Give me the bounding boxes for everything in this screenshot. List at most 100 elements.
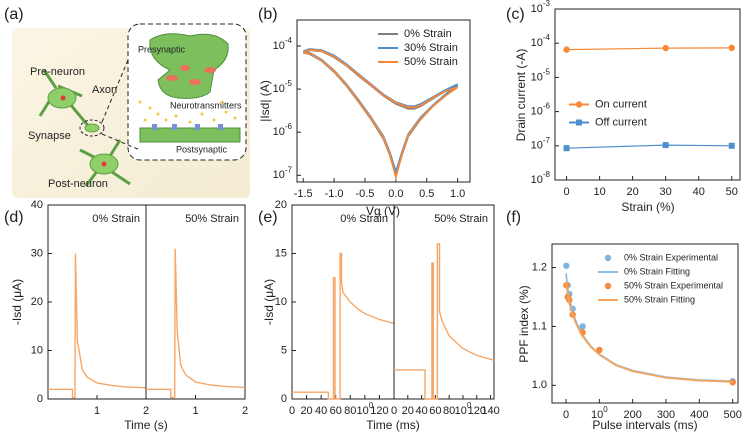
x-tick-label: 20 (402, 405, 414, 417)
legend-label: 30% Strain (404, 42, 458, 54)
panel-label: (c) (506, 6, 525, 23)
marker (662, 142, 669, 149)
plot-frame (551, 243, 739, 404)
x-axis-label: Strain (%) (621, 200, 674, 214)
x-tick-label: 60 (429, 405, 441, 417)
y-tick-label: 10-7 (273, 165, 293, 181)
x-tick-label: 140 (481, 405, 499, 417)
x-tick-label: 1 (192, 405, 198, 417)
x-tick-label: 50 (726, 186, 738, 198)
diagram-label: Post-neuron (48, 178, 108, 190)
y-tick-label: 40 (31, 199, 43, 211)
y-tick-label: 20 (275, 199, 287, 211)
y-axis-label: -Isd (μA) (10, 279, 24, 325)
x-axis-label: Time (ms) (366, 418, 420, 432)
panel-label: (d) (4, 209, 24, 226)
data-line (302, 49, 459, 179)
legend-marker (604, 282, 612, 290)
x-tick-label: 20 (300, 405, 312, 417)
x-tick-label: 1.0 (450, 188, 465, 200)
x-tick-label: 0.0 (388, 188, 403, 200)
data-line (566, 144, 732, 149)
legend-label: 0% Strain Fitting (624, 266, 690, 276)
annotation: 50% Strain (434, 213, 488, 225)
x-tick-label: 0 (289, 405, 295, 417)
y-tick-label: 30 (31, 247, 43, 259)
neurotransmitters (138, 100, 237, 124)
x-tick-label: 0 (391, 405, 397, 417)
x-tick-label: 0.5 (419, 188, 434, 200)
nucleus (60, 95, 66, 101)
annotation: 0% Strain (340, 213, 388, 225)
y-tick-label: 20 (31, 296, 43, 308)
marker (728, 44, 735, 52)
postsynaptic-membrane (139, 127, 241, 143)
marker (563, 262, 570, 269)
plot-frame (291, 204, 395, 400)
marker (728, 142, 735, 149)
synapse-highlight (79, 119, 105, 137)
nucleus (101, 161, 107, 167)
legend-marker (576, 119, 582, 126)
marker (662, 44, 669, 52)
data-line (394, 243, 495, 400)
data-line (565, 282, 733, 383)
legend-label: 0% Strain Experimental (624, 252, 718, 262)
marker (596, 346, 603, 354)
vesicle (180, 65, 190, 71)
x-tick-label: 60 (330, 405, 342, 417)
x-tick-label: 10 (593, 186, 605, 198)
vesicle (204, 67, 216, 73)
zoom-lines (101, 59, 141, 151)
x-tick-label: 2 (242, 405, 248, 417)
y-tick-label: 0 (37, 393, 43, 405)
y-axis-label: PPF index (%) (517, 285, 531, 362)
marker (563, 145, 570, 152)
y-tick-label: 10-6 (531, 102, 551, 118)
y-tick-label: 10-4 (273, 36, 293, 52)
legend-label: Off current (595, 116, 647, 128)
annotation: 0% Strain (92, 213, 140, 225)
y-tick-label: 15 (275, 247, 287, 259)
y-tick-label: 0 (281, 393, 287, 405)
x-axis-label: Time (s) (124, 418, 168, 432)
legend-label: 0% Strain (404, 28, 452, 40)
y-tick-label: 10 (275, 296, 287, 308)
y-tick-label: 1.1 (532, 320, 547, 332)
panel-label: (f) (506, 209, 521, 226)
marker (563, 46, 570, 53)
plot-frame (47, 204, 147, 400)
diagram-label: Postsynaptic (176, 144, 228, 154)
y-tick-label: 1.2 (532, 261, 547, 273)
vesicle (166, 75, 178, 81)
x-tick-label: 20 (627, 186, 639, 198)
diagram-label: Axon (92, 84, 117, 96)
y-tick-label: 10-5 (531, 68, 551, 84)
diagram-label: Synapse (28, 130, 71, 142)
panel-label: (e) (258, 209, 278, 226)
x-tick-label: 1 (94, 405, 100, 417)
diagram-label: Pre-neuron (30, 66, 85, 78)
y-tick-label: 1.0 (532, 379, 547, 391)
y-axis-label: -Isd (μA) (262, 279, 276, 325)
panel-a: (a) Pre-neuron Axon Presynaptic Neurotra… (4, 6, 250, 198)
x-tick-label: 30 (660, 186, 672, 198)
x-tick-label: -1.5 (294, 188, 313, 200)
x-tick-label: 80 (443, 405, 455, 417)
annotation: 50% Strain (185, 213, 239, 225)
y-tick-label: 10-5 (273, 79, 293, 95)
data-line (292, 252, 395, 400)
y-tick-label: 10-3 (531, 0, 551, 15)
data-line (566, 47, 732, 51)
x-tick-label: 40 (315, 405, 327, 417)
x-tick-label: 400 (690, 409, 708, 421)
legend-marker (604, 254, 612, 262)
y-tick-label: 10-7 (531, 136, 551, 152)
data-line (146, 248, 246, 399)
x-tick-label: -1.0 (325, 188, 344, 200)
x-tick-label: 40 (693, 186, 705, 198)
x-axis-label: Pulse intervals (ms) (592, 418, 697, 432)
legend-marker (575, 101, 583, 108)
panel-label: (b) (258, 6, 278, 23)
